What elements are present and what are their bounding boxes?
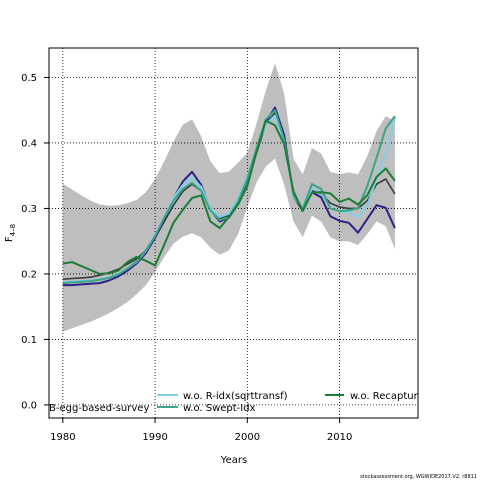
legend-label: B-egg-based-survey [49, 403, 149, 414]
x-tick-label: 1980 [50, 432, 75, 443]
x-tick-label: 1990 [142, 432, 167, 443]
ticks-layer: 1980 1990 2000 2010 0.0 0.1 0.2 0.3 0.4 0.5 [21, 73, 352, 443]
y-tick-label: 0.0 [21, 400, 37, 411]
y-tick-label: 0.3 [21, 204, 37, 215]
legend-label: w.o. Swept-Idx [183, 403, 256, 414]
y-tick-label: 0.2 [21, 269, 37, 280]
y-tick-label: 0.4 [21, 138, 37, 149]
confidence-band-layer [62, 63, 395, 332]
x-tick-label: 2000 [235, 432, 260, 443]
x-axis-title: Years [220, 455, 247, 466]
y-axis-title-main: F [4, 236, 15, 242]
series-line-recapture [62, 119, 396, 275]
y-axis-title-sub: 4–8 [9, 224, 17, 236]
series-layer [62, 106, 396, 287]
svg-text:F4–8: F4–8 [4, 224, 17, 242]
footer-credit: stockassessment.org, WGWIDE2017.V2, r881… [360, 474, 477, 480]
y-tick-label: 0.1 [21, 335, 37, 346]
x-tick-label: 2010 [327, 432, 352, 443]
legend-label: w.o. Recaptur [350, 391, 419, 402]
confidence-band [62, 63, 395, 332]
legend: B-egg-based-survey w.o. R-idx(sqrttransf)… [49, 391, 419, 414]
plot-frame [48, 47, 419, 419]
y-axis-title: F4–8 [4, 224, 17, 242]
y-tick-label: 0.5 [21, 73, 37, 84]
legend-label: w.o. R-idx(sqrttransf) [183, 391, 288, 402]
